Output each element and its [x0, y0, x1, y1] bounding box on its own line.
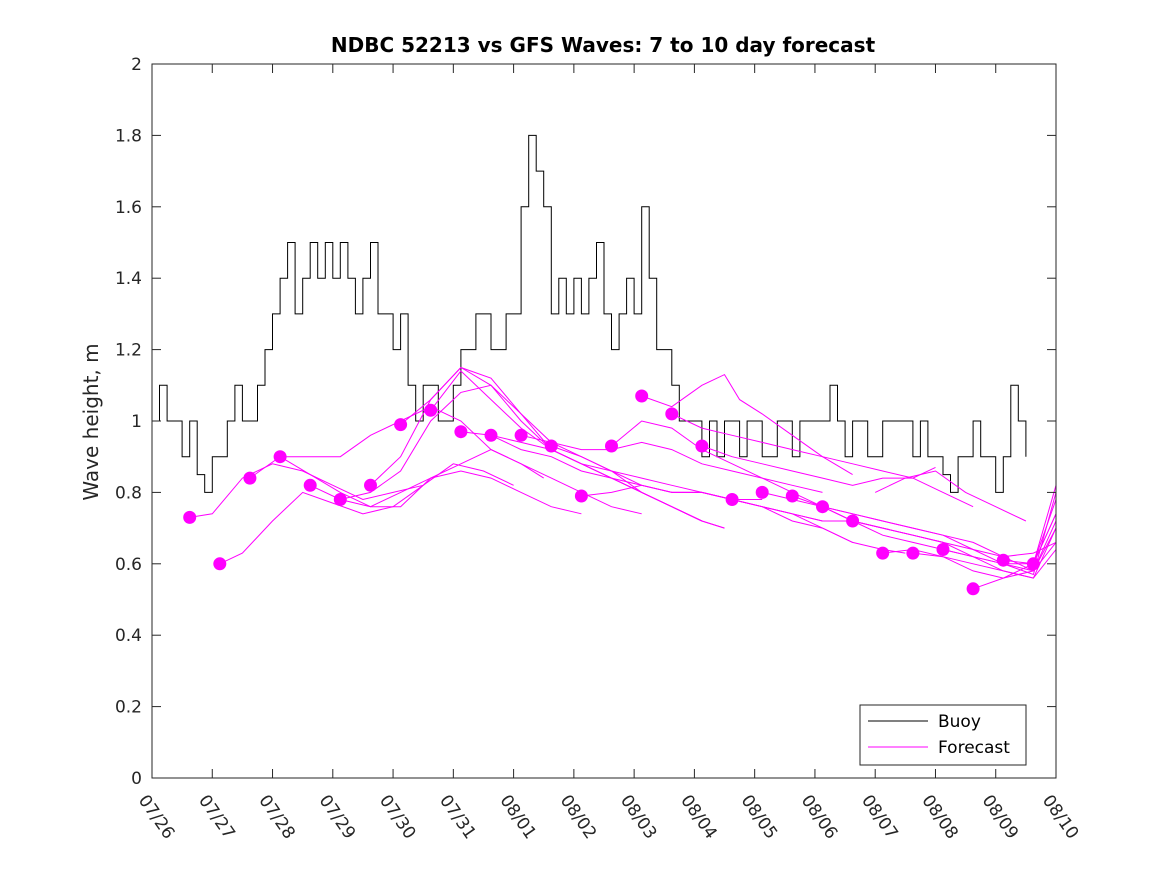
forecast-marker [665, 407, 679, 421]
forecast-line-26 [972, 499, 1057, 590]
x-tick-label: 08/04 [676, 791, 720, 843]
legend-box [859, 704, 1027, 766]
x-tick-label: 08/07 [857, 791, 901, 843]
x-tick-label: 08/08 [917, 791, 961, 843]
forecast-marker [574, 489, 588, 503]
forecast-marker [183, 510, 197, 524]
y-tick-label: 0.6 [115, 555, 142, 575]
forecast-line-17 [701, 445, 936, 486]
forecast-line-11 [520, 434, 823, 493]
buoy-line [152, 134, 1027, 493]
forecast-marker [725, 493, 739, 506]
forecast-marker [876, 546, 890, 560]
legend-buoy-label: Buoy [938, 712, 981, 732]
forecast-marker [364, 478, 377, 492]
x-tick-label: 08/05 [737, 791, 781, 843]
forecast-marker [695, 439, 709, 453]
y-tick-label: 0 [131, 769, 142, 789]
forecast-line-15 [641, 373, 853, 476]
x-tick-label: 08/02 [556, 791, 600, 843]
forecast-marker [454, 425, 468, 439]
forecast-marker [755, 485, 769, 499]
forecast-marker [333, 493, 347, 506]
forecast-line-25 [942, 527, 1057, 579]
forecast-markers [183, 389, 1040, 596]
forecast-marker [966, 582, 980, 596]
forecast-marker [273, 450, 287, 464]
forecast-marker [635, 389, 649, 403]
forecast-marker [303, 478, 317, 492]
x-tick-label: 07/31 [435, 791, 479, 843]
x-tick-label: 08/01 [496, 791, 540, 843]
y-tick-label: 1.6 [115, 198, 142, 218]
y-tick-label: 1 [131, 412, 142, 432]
x-tick-label: 07/29 [315, 791, 359, 843]
y-tick-label: 2 [131, 55, 142, 75]
buoy-series [152, 134, 1027, 493]
forecast-marker [846, 514, 860, 528]
y-axis-label: Wave height, m [79, 343, 103, 500]
forecast-line-1 [219, 463, 514, 565]
forecast-marker [996, 553, 1010, 567]
forecast-line-20 [792, 492, 1057, 576]
forecast-marker [785, 489, 799, 503]
forecast-marker [605, 439, 618, 453]
forecast-marker [514, 428, 528, 442]
forecast-marker [424, 403, 438, 417]
legend: Buoy Forecast [859, 704, 1027, 766]
forecast-marker [936, 543, 950, 556]
forecast-marker [213, 557, 227, 571]
y-tick-label: 1.4 [115, 269, 142, 289]
x-tick-label: 08/10 [1038, 791, 1082, 843]
chart-title: NDBC 52213 vs GFS Waves: 7 to 10 day for… [331, 33, 876, 57]
forecast-line-29 [874, 470, 1027, 522]
x-tick-label: 07/26 [134, 791, 178, 843]
forecast-marker [544, 439, 558, 453]
x-tick-label: 07/28 [254, 791, 298, 843]
x-tick-label: 08/03 [616, 791, 660, 843]
legend-forecast-label: Forecast [938, 738, 1010, 758]
forecast-marker [1026, 557, 1040, 571]
x-tick-label: 07/30 [375, 791, 419, 843]
forecast-marker [243, 471, 257, 485]
forecast-marker [394, 418, 408, 432]
forecast-marker [484, 428, 498, 442]
y-tick-label: 1.8 [115, 126, 142, 146]
x-tick-label: 07/27 [194, 791, 238, 843]
forecast-line-22 [852, 520, 1057, 558]
forecast-marker [816, 500, 829, 514]
y-tick-label: 1.2 [115, 341, 142, 361]
y-tick-label: 0.8 [115, 483, 142, 503]
forecast-line-16 [671, 413, 974, 508]
forecast-line-28 [1032, 513, 1057, 565]
x-tick-label: 08/06 [797, 791, 841, 843]
forecast-line-0 [189, 463, 424, 518]
y-axis-ticks: 0 0.2 0.4 0.6 0.8 1 1.2 1.4 1.6 1.8 2 [115, 55, 1056, 789]
y-tick-label: 0.2 [115, 698, 142, 718]
y-tick-label: 0.4 [115, 626, 142, 646]
x-tick-label: 08/09 [978, 791, 1022, 843]
forecast-marker [906, 546, 920, 560]
